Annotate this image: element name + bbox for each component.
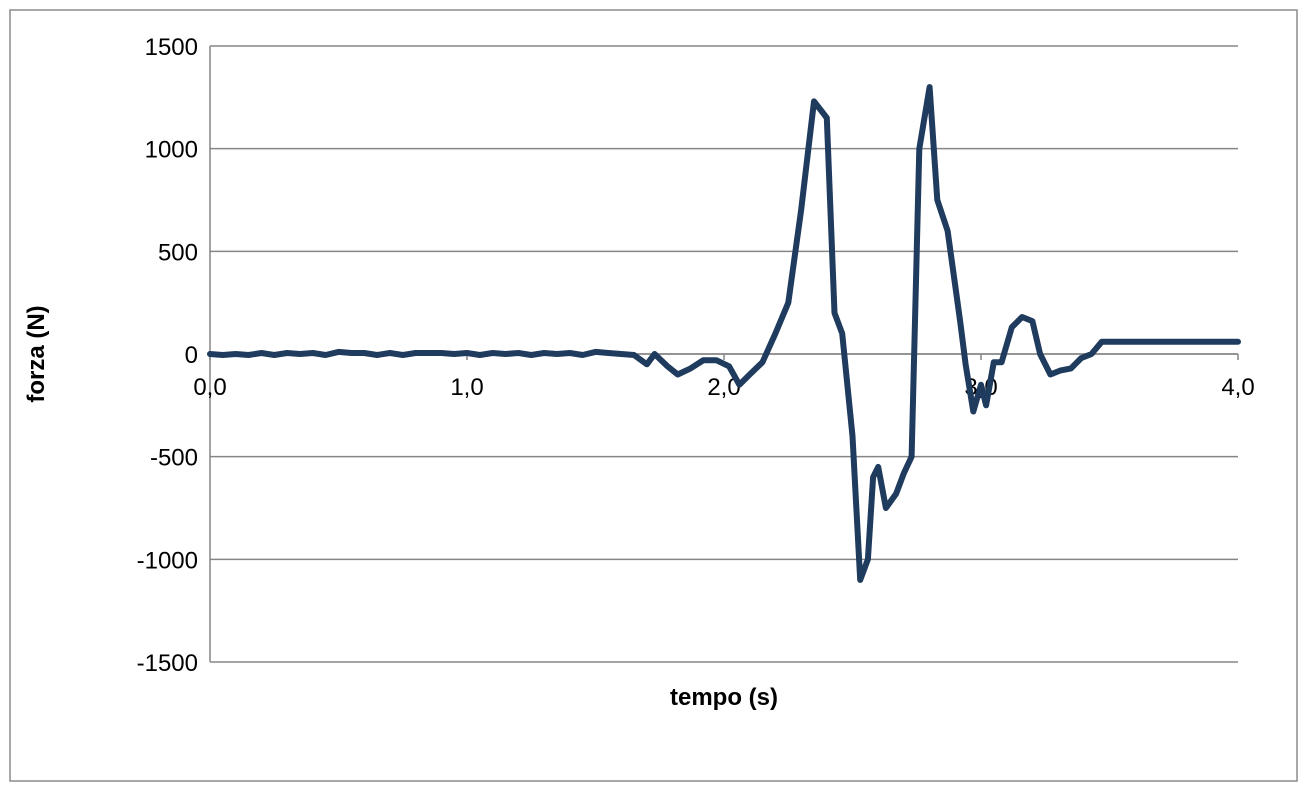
series-line bbox=[207, 84, 1241, 583]
gridlines bbox=[210, 45, 1238, 663]
x-tick-label: 0,0 bbox=[193, 374, 226, 401]
y-tick-label: -500 bbox=[150, 445, 198, 472]
x-tick-label: 1,0 bbox=[450, 374, 483, 401]
chart-border bbox=[9, 9, 1298, 782]
x-tick-label: 4,0 bbox=[1221, 374, 1254, 401]
y-tick-label: -1500 bbox=[137, 650, 198, 677]
y-tick-labels: 1500 1000 500 0 -500 -1000 -1500 bbox=[137, 34, 198, 677]
y-tick-label: -1000 bbox=[137, 547, 198, 574]
x-axis-title: tempo (s) bbox=[670, 684, 778, 711]
y-tick-label: 1000 bbox=[145, 137, 198, 164]
y-tick-label: 1500 bbox=[145, 34, 198, 61]
y-tick-label: 0 bbox=[185, 342, 198, 369]
y-axis-title: forza (N) bbox=[23, 305, 50, 402]
y-tick-label: 500 bbox=[158, 239, 198, 266]
